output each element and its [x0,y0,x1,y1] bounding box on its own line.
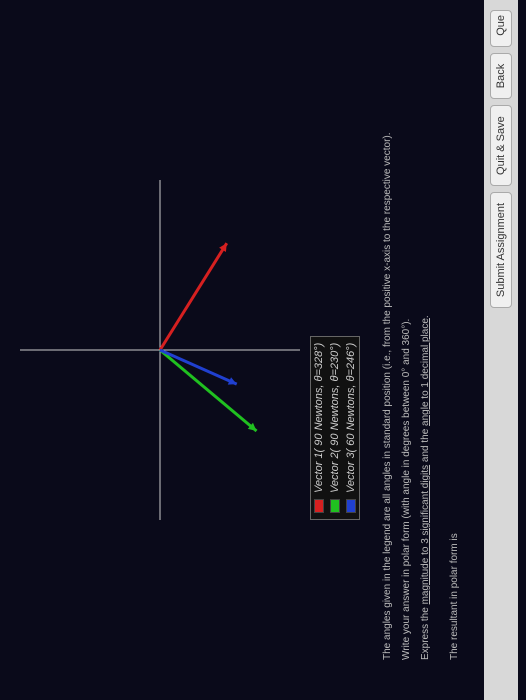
legend-label: Vector 3( 60 Newtons, θ=246°) [345,343,357,493]
instruction-line-2: Write your answer in polar form (with an… [399,40,414,660]
instruction-line-3: Express the magnitude to 3 significant d… [418,40,433,660]
vector-svg [20,180,300,520]
submit-button[interactable]: Submit Assignment [490,192,512,308]
quit-save-button[interactable]: Quit & Save [490,105,512,186]
legend-swatch [346,499,356,513]
back-button[interactable]: Back [490,53,512,99]
legend-label: Vector 2( 90 Newtons, θ=230°) [329,343,341,493]
vector-chart [20,180,300,520]
legend-row: Vector 1( 90 Newtons, θ=328°) [311,337,327,519]
legend-row: Vector 2( 90 Newtons, θ=230°) [327,337,343,519]
question-button[interactable]: Que [490,10,512,47]
legend-row: Vector 3( 60 Newtons, θ=246°) [343,337,359,519]
legend: Vector 1( 90 Newtons, θ=328°) Vector 2( 9… [310,336,360,520]
screen-content: Vector 1( 90 Newtons, θ=328°) Vector 2( 9… [0,0,526,700]
instruction-line-1: The angles given in the legend are all a… [380,40,395,660]
legend-swatch [330,499,340,513]
answer-prompt: The resultant in polar form is [447,40,462,660]
question-text: The angles given in the legend are all a… [380,40,466,660]
legend-label: Vector 1( 90 Newtons, θ=328°) [313,343,325,493]
button-bar: Submit Assignment Quit & Save Back Que [484,0,518,700]
legend-swatch [314,499,324,513]
